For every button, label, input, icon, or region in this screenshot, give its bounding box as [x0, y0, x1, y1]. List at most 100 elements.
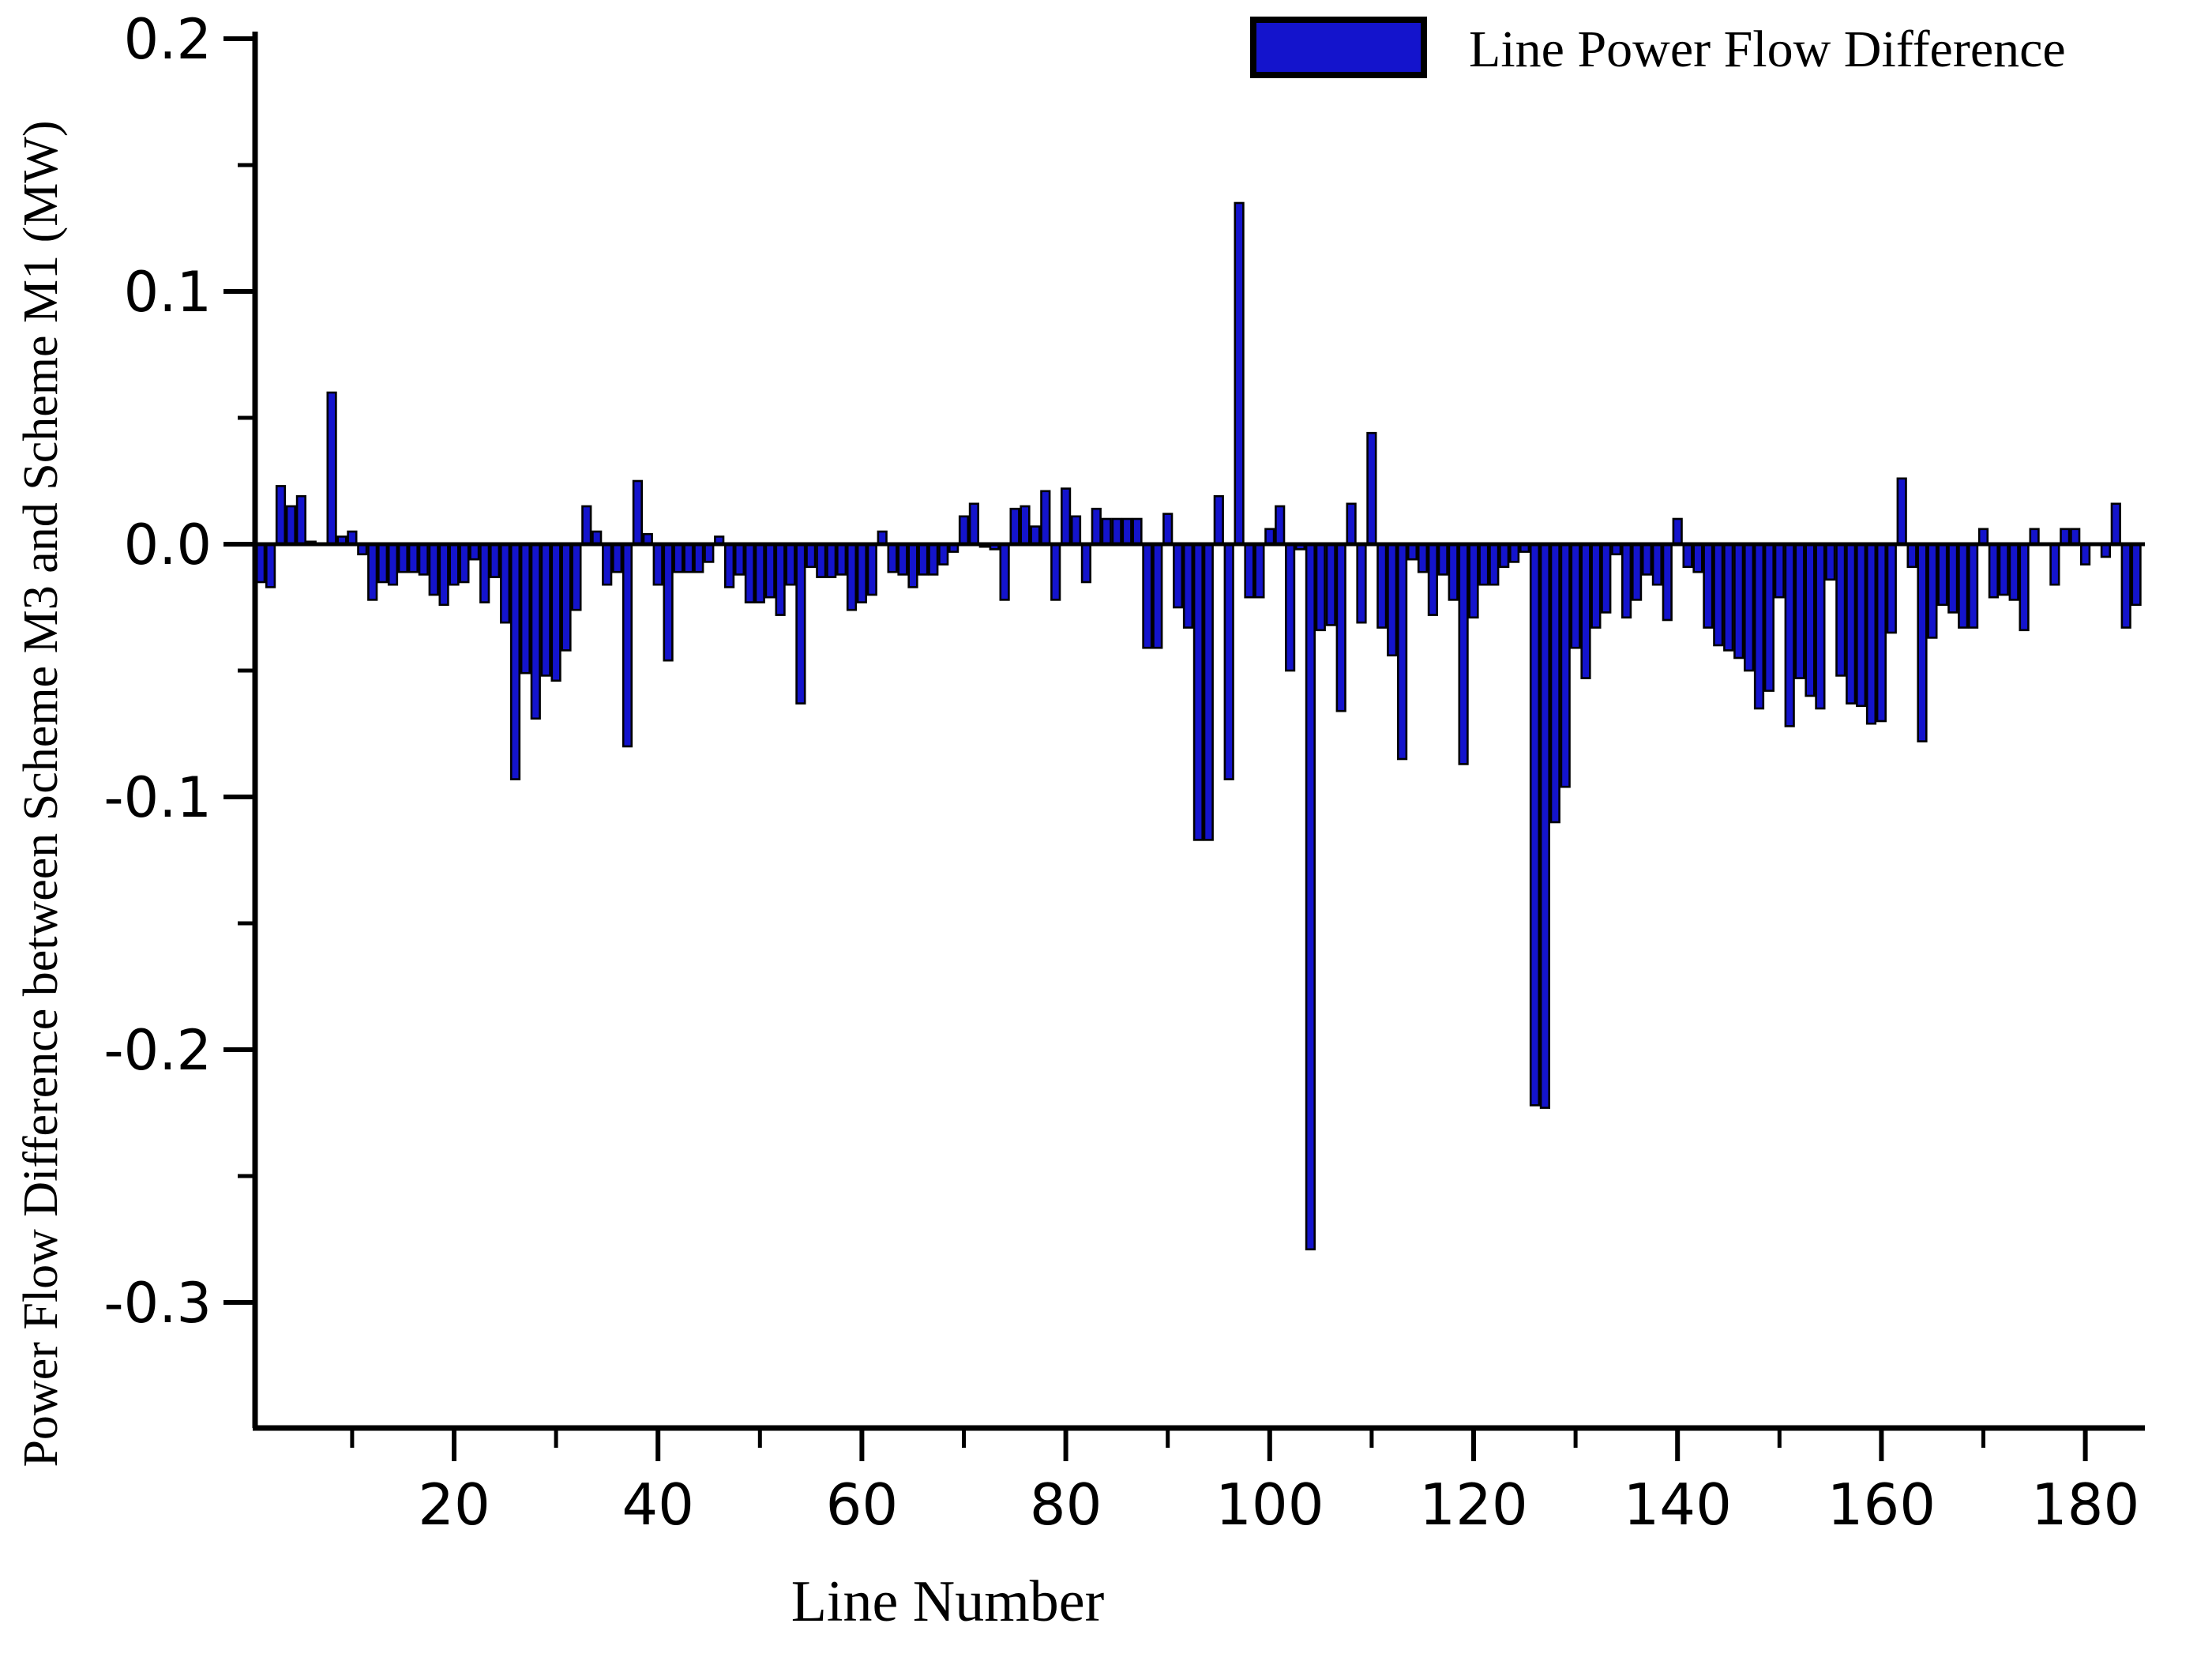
bar-line-84	[1101, 517, 1112, 546]
x-tick-label: 20	[418, 1471, 490, 1538]
bar-line-121	[1478, 543, 1489, 586]
bar-line-16	[407, 543, 419, 573]
bar-line-76	[1020, 505, 1031, 546]
bar-line-123	[1499, 543, 1510, 569]
axes: 0.2 0.1 0.0 -0.1 -0.2 -0.3 20 40 60 80 100 120 140 16…	[103, 7, 2145, 1538]
bar-line-53	[785, 543, 796, 586]
bar-line-109	[1356, 543, 1367, 624]
bar-line-90	[1162, 513, 1174, 546]
bar-line-89	[1152, 543, 1163, 649]
bar-line-30	[550, 543, 561, 682]
x-tick-label: 160	[1827, 1471, 1936, 1538]
bar-line-71	[968, 502, 979, 546]
bar-line-43	[683, 543, 694, 573]
bar-line-47	[723, 543, 735, 588]
bar-line-108	[1346, 502, 1357, 546]
bar-line-179	[2070, 528, 2081, 546]
bar-line-183	[2110, 502, 2121, 546]
bar-line-91	[1173, 543, 1184, 609]
bar-line-113	[1397, 543, 1408, 761]
bar-line-105	[1315, 543, 1326, 632]
bar-line-40	[652, 543, 663, 586]
bar-line-133	[1601, 543, 1612, 614]
bar-line-173	[2008, 543, 2019, 601]
bar-line-124	[1509, 543, 1520, 563]
bar-line-38	[632, 479, 643, 546]
bar-line-127	[1539, 543, 1550, 1109]
y-tick-label: 0.1	[124, 260, 212, 325]
bar-line-151	[1784, 543, 1795, 727]
bar-line-150	[1774, 543, 1785, 599]
bar-line-56	[816, 543, 827, 578]
bar-line-74	[999, 543, 1010, 601]
bar-line-119	[1458, 543, 1469, 765]
legend-label: Line Power Flow Difference	[1469, 21, 2066, 78]
bar-line-2	[265, 543, 276, 588]
bar-line-174	[2019, 543, 2030, 632]
bar-line-41	[663, 543, 674, 662]
bar-line-112	[1387, 543, 1398, 657]
bar-line-184	[2120, 543, 2131, 629]
bar-line-142	[1692, 543, 1703, 573]
bar-line-92	[1182, 543, 1194, 629]
bar-line-144	[1713, 543, 1724, 647]
bar-line-153	[1805, 543, 1816, 697]
bar-line-122	[1489, 543, 1500, 586]
bar-line-48	[734, 543, 745, 576]
bar-line-159	[1865, 543, 1877, 725]
bar-line-49	[744, 543, 755, 603]
x-tick-label: 60	[826, 1471, 899, 1538]
bar-line-54	[795, 543, 806, 705]
bar-line-116	[1427, 543, 1438, 616]
bar-line-27	[520, 543, 531, 675]
bar-line-143	[1703, 543, 1714, 629]
bar-line-19	[438, 543, 449, 607]
bar-line-118	[1448, 543, 1459, 601]
bar-line-170	[1977, 528, 1989, 546]
bar-line-86	[1121, 517, 1132, 546]
bar-line-169	[1968, 543, 1979, 629]
bar-line-8	[326, 391, 337, 546]
bar-line-36	[611, 543, 623, 573]
bar-line-3	[275, 485, 287, 546]
bar-line-129	[1560, 543, 1571, 788]
bar-line-21	[459, 543, 470, 584]
bar-line-87	[1132, 517, 1143, 546]
bar-line-4	[285, 505, 297, 546]
x-tick-label: 80	[1030, 1471, 1102, 1538]
bar-line-167	[1947, 543, 1959, 614]
bar-line-57	[826, 543, 837, 578]
bar-line-157	[1846, 543, 1857, 705]
bar-line-163	[1906, 543, 1917, 569]
bar-line-78	[1040, 490, 1051, 546]
bar-line-83	[1091, 507, 1102, 546]
bar-line-148	[1753, 543, 1765, 710]
bar-line-180	[2080, 543, 2091, 566]
bar-line-55	[806, 543, 817, 569]
bar-line-152	[1794, 543, 1805, 679]
bar-line-104	[1305, 543, 1316, 1251]
bar-line-45	[704, 543, 715, 563]
bar-line-93	[1192, 543, 1204, 841]
bar-line-23	[479, 543, 490, 603]
x-tick-label: 40	[622, 1471, 694, 1538]
bar-line-101	[1275, 505, 1286, 546]
bar-line-80	[1061, 487, 1072, 546]
bar-line-165	[1927, 543, 1938, 639]
bar-line-64	[897, 543, 908, 576]
bar-line-120	[1468, 543, 1479, 619]
bar-line-67	[928, 543, 939, 576]
y-tick-label: -0.2	[103, 1018, 212, 1083]
bar-line-166	[1937, 543, 1948, 607]
bar-line-156	[1835, 543, 1846, 677]
bar-line-82	[1080, 543, 1091, 584]
bar-line-18	[428, 543, 439, 596]
bar-line-51	[764, 543, 776, 599]
bar-line-68	[938, 543, 949, 566]
y-tick-label: -0.3	[103, 1271, 212, 1336]
bar-line-94	[1203, 543, 1214, 841]
bar-line-168	[1958, 543, 1969, 629]
bar-line-160	[1876, 543, 1887, 723]
bar-line-63	[887, 543, 898, 573]
bar-line-79	[1050, 543, 1061, 601]
